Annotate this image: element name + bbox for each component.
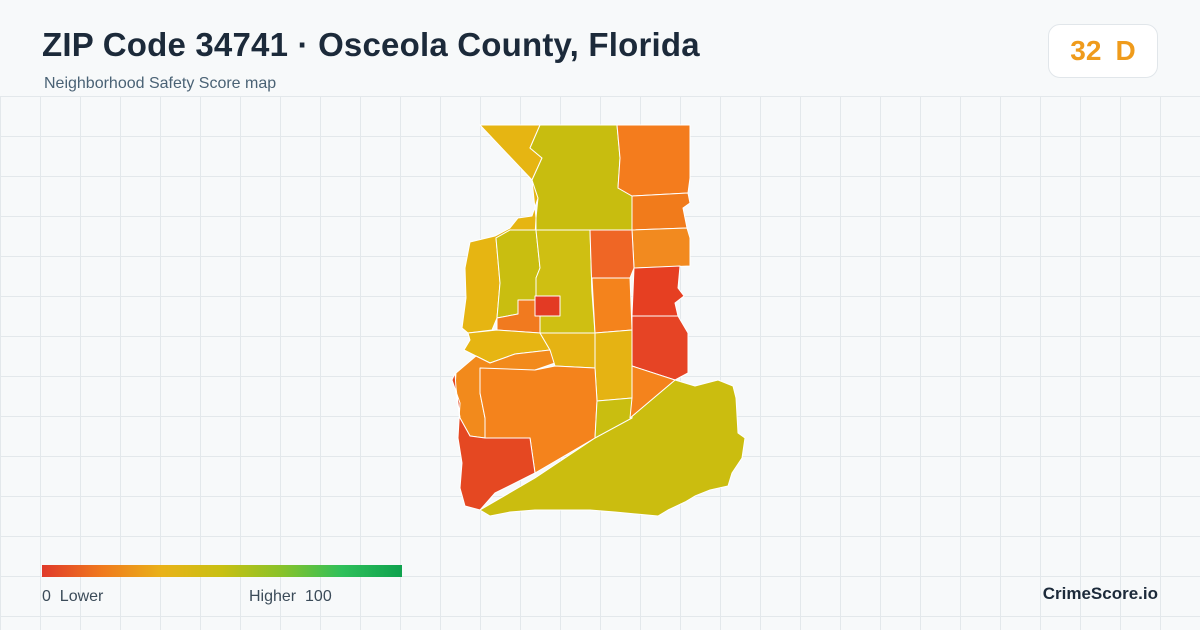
legend-high-text: Higher (249, 588, 297, 605)
safety-score-value: 32 (1070, 35, 1102, 66)
map-region-east-red-2[interactable] (631, 265, 685, 317)
map-region-south-center[interactable] (479, 365, 598, 474)
page-title: ZIP Code 34741 · Osceola County, Florida (42, 26, 700, 63)
map-region-mid-yellow-2[interactable] (594, 329, 633, 402)
brand-logo-text[interactable]: CrimeScore.io (1042, 584, 1158, 603)
map-region-center-red-small[interactable] (534, 295, 561, 317)
map-region-south-mid-yellow[interactable] (594, 397, 633, 439)
map-region-east-2[interactable] (631, 227, 691, 269)
safety-score-badge: 32 D (1048, 24, 1158, 78)
safety-score-grade: D (1115, 35, 1136, 66)
legend-high-value: 100 (305, 588, 332, 605)
legend-low-value: 0 (42, 588, 51, 605)
map-region-east-orange-3[interactable] (591, 277, 633, 334)
map-region-north-east[interactable] (616, 124, 691, 197)
page-subtitle: Neighborhood Safety Score map (44, 75, 277, 92)
legend-low-text: Lower (59, 588, 104, 605)
legend-low-label: 0 Lower (42, 588, 103, 606)
zip-code-map[interactable] (440, 118, 760, 528)
legend-high-label: Higher 100 (249, 588, 332, 606)
map-region-center-mid[interactable] (535, 229, 596, 334)
map-region-north-center[interactable] (529, 124, 633, 231)
map-region-south-east-band[interactable] (479, 379, 746, 517)
map-region-south-west-red[interactable] (451, 372, 536, 511)
legend-color-bar (42, 565, 402, 577)
map-region-east-1[interactable] (631, 192, 691, 231)
map-region-east-orange-4[interactable] (629, 365, 676, 419)
